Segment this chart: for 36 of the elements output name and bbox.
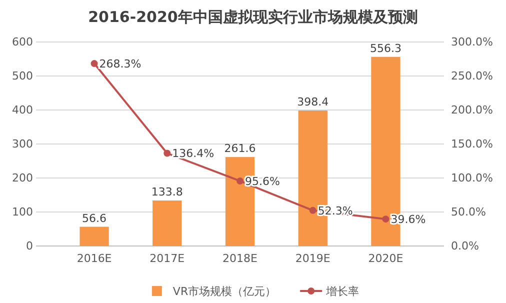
y-tick-label: 100 bbox=[12, 206, 33, 219]
point bbox=[164, 150, 171, 157]
bar bbox=[80, 226, 109, 246]
y2-tick-label: 50.0% bbox=[451, 206, 486, 219]
data-label: 133.8 bbox=[151, 186, 183, 199]
y-tick-label: 600 bbox=[12, 36, 33, 49]
y2-tick-label: 100.0% bbox=[451, 172, 493, 185]
data-label: 56.6 bbox=[82, 212, 107, 225]
chart-title: 2016-2020年中国虚拟现实行业市场规模及预测 bbox=[88, 8, 418, 26]
point bbox=[236, 177, 244, 184]
y-tick-label: 500 bbox=[12, 70, 33, 83]
data-label: 261.6 bbox=[224, 142, 256, 156]
data-label: 268.3% bbox=[99, 58, 142, 71]
point bbox=[382, 216, 390, 223]
y2-tick-label: 200.0% bbox=[451, 104, 493, 117]
x-tick-label: 2017E bbox=[150, 252, 185, 266]
data-label: 136.4% bbox=[172, 147, 214, 160]
data-label: 398.4 bbox=[297, 96, 329, 109]
y2-tick-label: 250.0% bbox=[451, 70, 493, 83]
bar bbox=[152, 200, 182, 246]
y-tick-label: 300 bbox=[12, 138, 33, 151]
y2-tick-label: 300.0% bbox=[451, 36, 493, 49]
y-tick-label: 200 bbox=[12, 172, 33, 185]
x-tick-label: 2016E bbox=[76, 252, 112, 266]
y-tick-label: 400 bbox=[12, 104, 33, 117]
legend-label: VR市场规模（亿元） bbox=[172, 285, 276, 298]
y2-tick-label: 150.0% bbox=[451, 138, 493, 151]
point bbox=[90, 60, 98, 68]
data-label: 556.3 bbox=[370, 42, 402, 55]
x-tick-label: 2020E bbox=[368, 252, 404, 266]
y-tick-label: 0 bbox=[26, 240, 33, 253]
point bbox=[309, 206, 316, 214]
y2-tick-label: 0.0% bbox=[451, 240, 479, 253]
legend-label: 增长率 bbox=[325, 285, 360, 298]
x-tick-label: 2019E bbox=[295, 252, 330, 266]
x-tick-label: 2018E bbox=[222, 252, 258, 266]
